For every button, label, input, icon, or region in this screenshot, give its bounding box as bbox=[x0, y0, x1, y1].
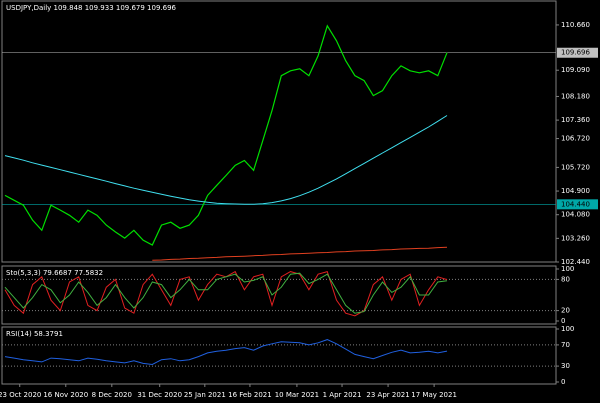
price-label: 104.440 bbox=[561, 200, 590, 208]
y-tick-label: 20 bbox=[561, 307, 570, 315]
x-tick-label: 1 Apr 2021 bbox=[323, 391, 362, 399]
series-line bbox=[152, 246, 448, 261]
y-tick-label: 0 bbox=[561, 317, 565, 325]
x-tick-label: 23 Oct 2020 bbox=[0, 391, 41, 399]
y-tick-label: 70 bbox=[561, 341, 570, 349]
x-tick-label: 17 May 2021 bbox=[411, 391, 457, 399]
series-line bbox=[4, 272, 448, 314]
y-tick-label: 0 bbox=[561, 378, 565, 386]
price-label-box bbox=[557, 199, 598, 210]
x-tick-label: 8 Dec 2020 bbox=[92, 391, 132, 399]
y-tick-label: 100 bbox=[561, 325, 574, 333]
y-tick-label: 107.360 bbox=[561, 116, 590, 124]
y-tick-label: 104.900 bbox=[561, 187, 590, 195]
pane-title: USDJPY,Daily 109.848 109.933 109.679 109… bbox=[6, 4, 177, 12]
price-label: 109.696 bbox=[561, 49, 590, 57]
pane-title: Sto(5,3,3) 79.6687 77.5832 bbox=[6, 269, 103, 277]
series-line bbox=[4, 339, 448, 366]
pane bbox=[1, 0, 557, 263]
price-label-box bbox=[557, 47, 598, 58]
pane bbox=[1, 265, 557, 325]
y-tick-label: 100 bbox=[561, 265, 574, 273]
x-tick-label: 23 Apr 2021 bbox=[366, 391, 409, 399]
series-line bbox=[4, 24, 448, 246]
y-tick-label: 80 bbox=[561, 275, 570, 283]
pane bbox=[1, 326, 557, 385]
y-tick-label: 109.090 bbox=[561, 66, 590, 74]
x-tick-label: 16 Nov 2020 bbox=[43, 391, 88, 399]
y-tick-label: 105.720 bbox=[561, 163, 590, 171]
x-tick-label: 16 Feb 2021 bbox=[228, 391, 272, 399]
x-tick-label: 31 Dec 2020 bbox=[137, 391, 182, 399]
pane-title: RSI(14) 58.3791 bbox=[6, 330, 63, 338]
y-tick-label: 106.720 bbox=[561, 135, 590, 143]
y-tick-label: 103.260 bbox=[561, 234, 590, 242]
x-tick-label: 10 Mar 2021 bbox=[275, 391, 319, 399]
y-tick-label: 104.080 bbox=[561, 211, 590, 219]
x-tick-label: 25 Jan 2021 bbox=[184, 391, 226, 399]
y-tick-label: 108.180 bbox=[561, 92, 590, 100]
y-tick-label: 110.660 bbox=[561, 21, 590, 29]
y-tick-label: 102.440 bbox=[561, 258, 590, 266]
y-tick-label: 30 bbox=[561, 362, 570, 370]
series-line bbox=[4, 115, 448, 205]
